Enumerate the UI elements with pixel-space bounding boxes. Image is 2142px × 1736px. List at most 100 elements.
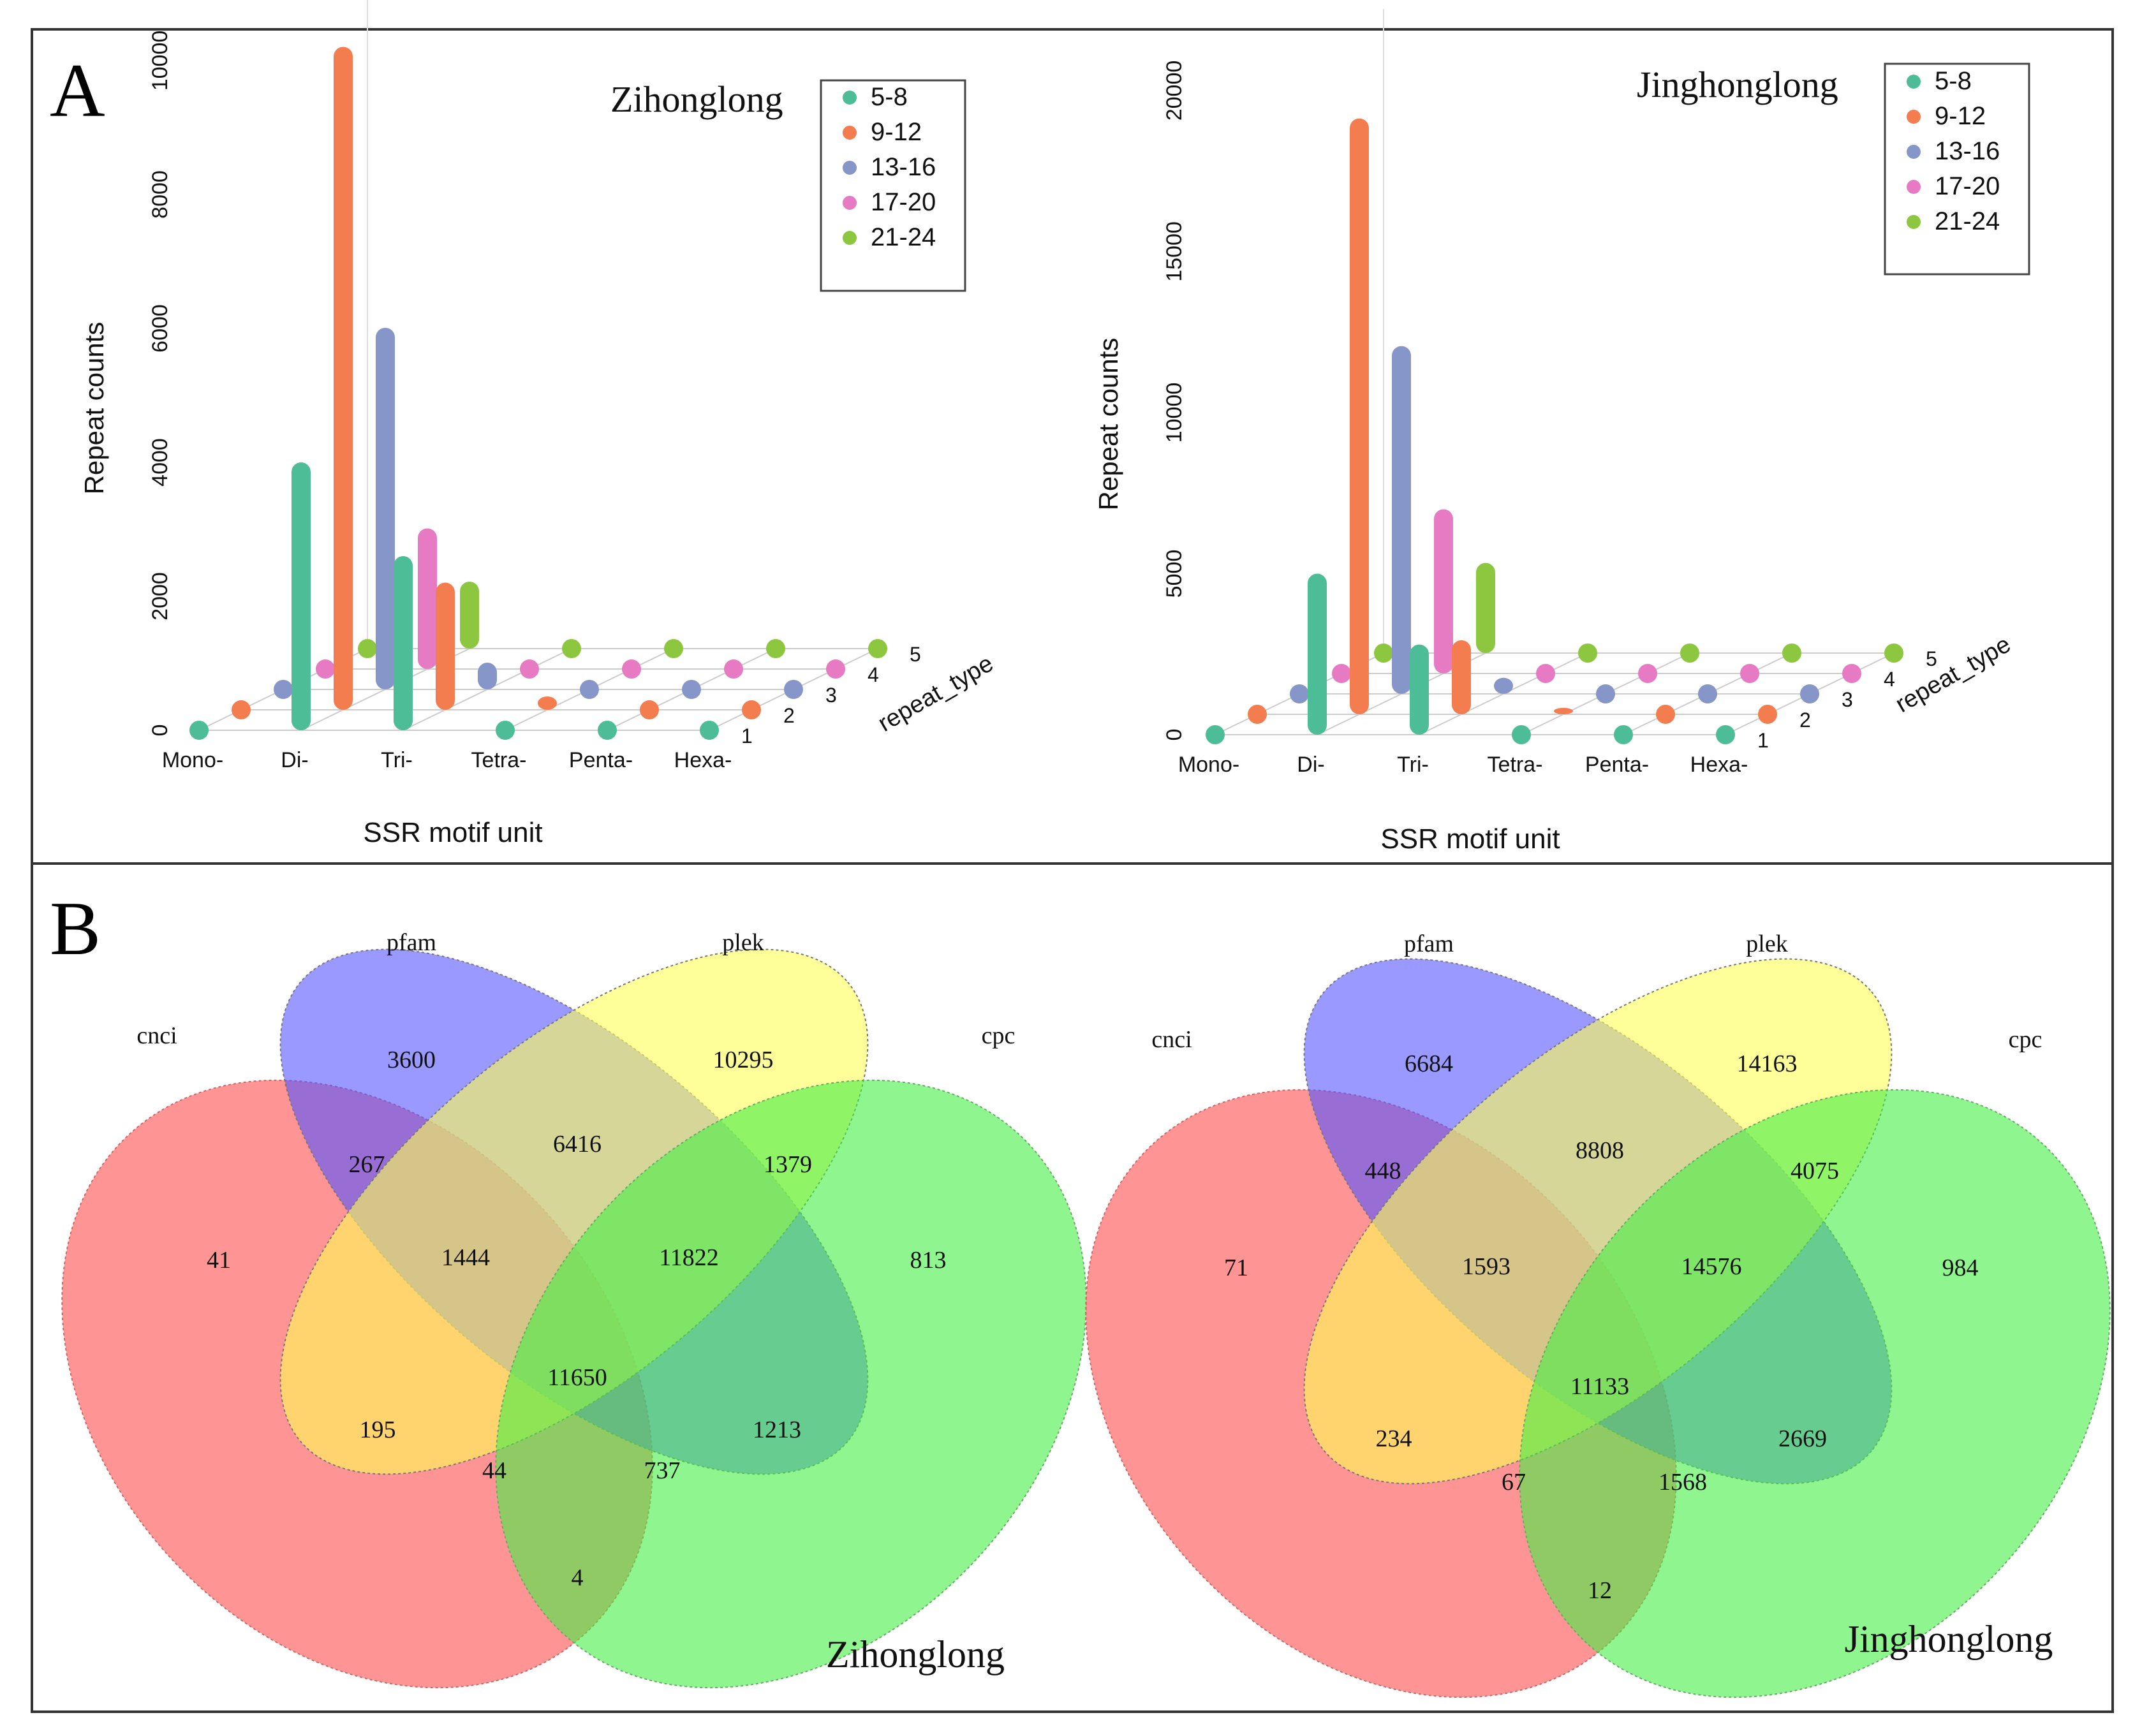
bar xyxy=(316,659,335,679)
bar xyxy=(784,680,803,699)
bar xyxy=(394,556,413,730)
venn-count: 1568 xyxy=(1658,1469,1707,1496)
venn-count: 234 xyxy=(1376,1425,1412,1452)
venn-set-label-pfam: pfam xyxy=(387,929,436,956)
bar xyxy=(1554,707,1573,714)
bar xyxy=(1392,346,1411,694)
bar xyxy=(1452,640,1471,714)
bar xyxy=(1206,725,1225,744)
legend-label: 17-20 xyxy=(1935,172,2000,200)
legend-label: 21-24 xyxy=(871,223,936,251)
y-tick-label: 10000 xyxy=(1162,383,1186,443)
bar xyxy=(1410,644,1429,735)
bar xyxy=(664,639,683,658)
depth-tick-label: 2 xyxy=(1799,709,1811,732)
legend-marker xyxy=(843,196,857,210)
bar xyxy=(1758,705,1777,724)
bar xyxy=(1476,563,1495,653)
venn-set-label-cnci: cnci xyxy=(137,1022,177,1049)
y-axis-label: Repeat counts xyxy=(1093,338,1123,511)
legend-marker xyxy=(843,91,857,105)
legend-label: 5-8 xyxy=(871,83,908,111)
legend-marker xyxy=(1907,145,1921,159)
bar xyxy=(1698,684,1717,703)
venn-count: 67 xyxy=(1502,1469,1526,1496)
bar xyxy=(766,639,785,658)
venn-count: 1593 xyxy=(1462,1253,1510,1280)
x-tick-label: Mono- xyxy=(162,748,223,772)
bar3d-chart-zihonglong: 0 2000 4000 6000 8000 10000 Mono- Di- Tri- Tetra-… xyxy=(79,0,998,848)
bar xyxy=(1308,573,1327,735)
venn-title: Zihonglong xyxy=(826,1633,1005,1675)
venn-set-label-plek: plek xyxy=(1746,931,1787,957)
venn-count: 11650 xyxy=(547,1364,607,1391)
venn-count: 6416 xyxy=(553,1131,602,1158)
legend-label: 5-8 xyxy=(1935,67,1972,95)
y-tick-label: 10000 xyxy=(148,31,172,91)
legend-label: 9-12 xyxy=(1935,102,1986,130)
bar xyxy=(376,328,395,689)
depth-tick-label: 2 xyxy=(783,704,795,727)
x-tick-label: Tetra- xyxy=(1488,753,1543,777)
venn-diagram-jinghonglong: cnci pfam plek cpc 71 6684 14163 984 448… xyxy=(1085,931,2111,1698)
legend-label: 17-20 xyxy=(871,188,936,216)
venn-set-label-plek: plek xyxy=(722,929,764,956)
bar xyxy=(1782,644,1801,663)
venn-count: 12 xyxy=(1588,1577,1612,1604)
legend-marker xyxy=(1907,180,1921,194)
bar xyxy=(562,639,581,658)
bar xyxy=(1434,509,1453,673)
depth-tick-label: 1 xyxy=(741,725,753,747)
y-tick-label: 4000 xyxy=(148,438,172,487)
bar xyxy=(1614,725,1633,744)
venn-count: 984 xyxy=(1942,1254,1979,1281)
venn-cpc-set xyxy=(1519,1089,2111,1698)
y-axis-label: Repeat counts xyxy=(79,322,109,495)
bar xyxy=(1494,677,1513,694)
bar xyxy=(868,639,887,658)
bar xyxy=(1536,664,1555,683)
venn-count: 41 xyxy=(207,1247,231,1274)
venn-title: Jinghonglong xyxy=(1845,1618,2053,1660)
venn-count: 1379 xyxy=(764,1151,812,1178)
venn-cpc-set xyxy=(495,1079,1087,1689)
legend-marker xyxy=(843,126,857,140)
y-tick-label: 20000 xyxy=(1162,61,1186,121)
bar xyxy=(1248,705,1267,724)
bar xyxy=(189,721,209,740)
venn-set-label-cpc: cpc xyxy=(2009,1026,2042,1053)
depth-tick-label: 4 xyxy=(1884,668,1895,691)
bar xyxy=(274,680,293,699)
legend-marker xyxy=(1907,110,1921,124)
venn-count: 71 xyxy=(1224,1254,1248,1281)
bar xyxy=(418,528,437,669)
bar xyxy=(1884,644,1903,663)
venn-count: 195 xyxy=(360,1416,396,1443)
bar xyxy=(598,721,617,740)
bar xyxy=(1716,725,1735,744)
bar xyxy=(478,663,497,689)
bar xyxy=(1350,118,1369,714)
bar xyxy=(1656,705,1675,724)
y-tick-label: 0 xyxy=(148,725,172,737)
x-tick-label: Hexa- xyxy=(674,748,732,772)
x-tick-label: Di- xyxy=(1297,753,1324,777)
panel-a-label: A xyxy=(50,48,105,133)
bar xyxy=(1842,664,1861,683)
legend-marker xyxy=(843,231,857,245)
legend-label: 13-16 xyxy=(871,153,936,181)
legend-label: 13-16 xyxy=(1935,137,2000,165)
legend-marker xyxy=(1907,75,1921,89)
legend-marker xyxy=(1907,215,1921,229)
y-tick-label: 8000 xyxy=(148,170,172,219)
depth-tick-label: 1 xyxy=(1757,729,1769,752)
y-tick-label: 15000 xyxy=(1162,221,1186,282)
bar xyxy=(496,721,515,740)
x-tick-label: Tri- xyxy=(381,748,413,772)
venn-count: 14163 xyxy=(1737,1050,1798,1077)
bar xyxy=(640,700,659,719)
bar xyxy=(1512,725,1531,744)
venn-set-label-cpc: cpc xyxy=(982,1022,1016,1049)
venn-set-label-pfam: pfam xyxy=(1404,931,1454,957)
